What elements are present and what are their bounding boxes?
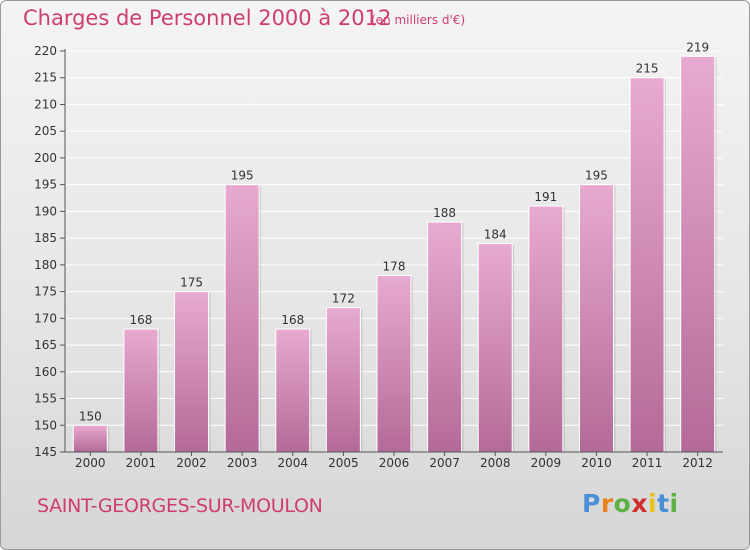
x-tick-label: 2008 xyxy=(480,456,511,470)
y-tick-label: 195 xyxy=(34,178,57,192)
x-tick-label: 2006 xyxy=(379,456,410,470)
commune-name: SAINT-GEORGES-SUR-MOULON xyxy=(37,495,323,517)
logo-letter: r xyxy=(600,489,614,518)
x-tick-label: 2007 xyxy=(429,456,460,470)
data-label: 219 xyxy=(686,40,709,54)
data-label: 184 xyxy=(484,227,507,241)
x-tick-label: 2012 xyxy=(682,456,713,470)
data-label: 188 xyxy=(433,206,456,220)
x-tick-label: 2000 xyxy=(75,456,106,470)
bar xyxy=(123,328,159,453)
bars: 150 168 175 195 168 172 178 188 184 191 195 215 219 xyxy=(72,40,717,453)
bar xyxy=(427,221,463,453)
logo-letter: o xyxy=(613,489,632,518)
bar xyxy=(578,184,614,453)
y-tick-label: 190 xyxy=(34,204,57,218)
y-tick-label: 150 xyxy=(34,418,57,432)
data-label: 168 xyxy=(281,313,304,327)
data-label: 150 xyxy=(79,409,102,423)
bar xyxy=(376,275,412,453)
bar xyxy=(72,424,108,453)
logo-letter: i xyxy=(648,489,658,518)
y-tick-label: 200 xyxy=(34,151,57,165)
bar xyxy=(174,291,210,453)
bar xyxy=(477,242,513,453)
bar xyxy=(325,307,361,453)
data-label: 195 xyxy=(585,169,608,183)
y-tick-label: 175 xyxy=(34,285,57,299)
x-tick-label: 2009 xyxy=(531,456,562,470)
bar xyxy=(275,328,311,453)
bar xyxy=(680,55,716,453)
bar xyxy=(224,184,260,453)
x-tick-label: 2002 xyxy=(176,456,207,470)
chart-subtitle: (en milliers d'€) xyxy=(371,13,466,27)
bar xyxy=(528,205,564,453)
x-tick-label: 2004 xyxy=(277,456,308,470)
y-tick-label: 160 xyxy=(34,365,57,379)
y-tick-label: 210 xyxy=(34,97,57,111)
y-tick-label: 185 xyxy=(34,231,57,245)
x-tick-label: 2011 xyxy=(632,456,663,470)
data-label: 195 xyxy=(231,169,254,183)
logo-letter: x xyxy=(631,489,648,518)
x-tick-label: 2010 xyxy=(581,456,612,470)
data-label: 175 xyxy=(180,276,203,290)
y-tick-label: 165 xyxy=(34,338,57,352)
x-tick-label: 2001 xyxy=(126,456,157,470)
data-label: 215 xyxy=(636,62,659,76)
data-label: 178 xyxy=(383,260,406,274)
logo-letter: i xyxy=(669,489,679,518)
data-label: 172 xyxy=(332,292,355,306)
data-label: 191 xyxy=(534,190,557,204)
y-tick-label: 145 xyxy=(34,445,57,459)
y-tick-label: 180 xyxy=(34,258,57,272)
proxiti-logo: Proxiti xyxy=(582,489,679,518)
y-tick-label: 205 xyxy=(34,124,57,138)
bar xyxy=(629,77,665,453)
data-label: 168 xyxy=(129,313,152,327)
x-tick-label: 2003 xyxy=(227,456,258,470)
y-tick-label: 170 xyxy=(34,311,57,325)
logo-letter: t xyxy=(657,489,670,518)
y-tick-label: 155 xyxy=(34,392,57,406)
y-tick-label: 215 xyxy=(34,71,57,85)
logo-letter: P xyxy=(582,489,601,518)
axes: 145 150 155 160 165 170 175 180 185 190 195 200 205 2… xyxy=(34,44,723,470)
chart-title: Charges de Personnel 2000 à 2012 xyxy=(23,6,392,30)
y-tick-label: 220 xyxy=(34,44,57,58)
x-tick-label: 2005 xyxy=(328,456,359,470)
